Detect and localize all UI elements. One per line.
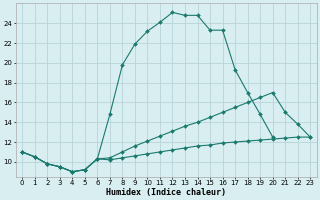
X-axis label: Humidex (Indice chaleur): Humidex (Indice chaleur) (106, 188, 226, 197)
